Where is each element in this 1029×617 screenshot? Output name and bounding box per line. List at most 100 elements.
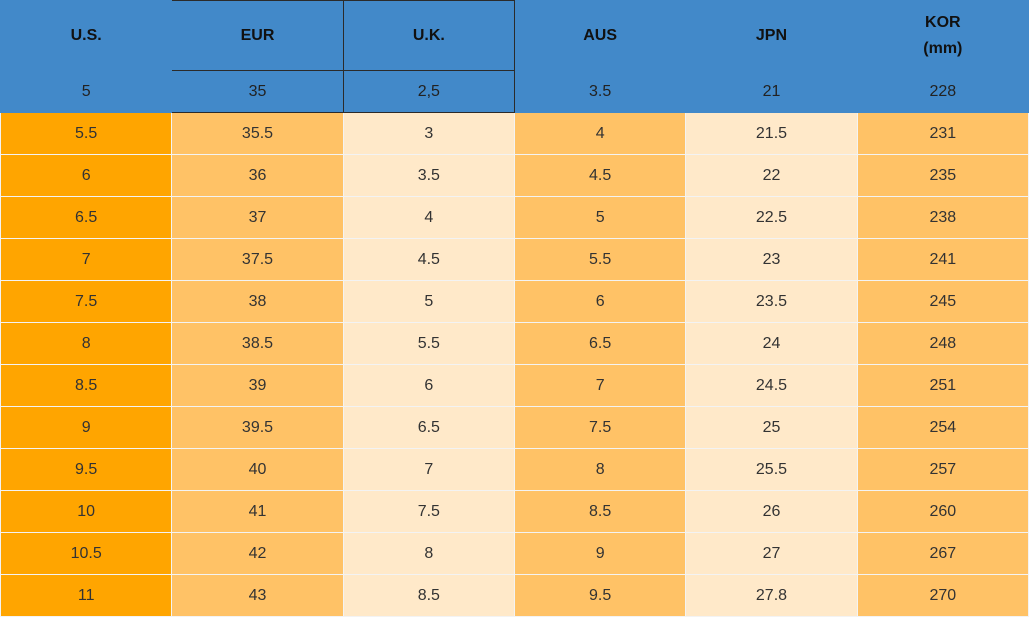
header-cell: EUR	[171, 0, 344, 71]
table-cell: 3.5	[342, 154, 515, 197]
table-cell: 9	[513, 532, 687, 575]
table-cell: 245	[856, 280, 1029, 323]
table-cell: 5.5	[513, 238, 687, 281]
table-cell: 7.5	[0, 280, 173, 323]
table-body: 5 35 2,5 3.5 21 228 5.5 35.5 3 4 21.5 231 6 36 3.5 4.5 2…	[0, 70, 1029, 617]
table-row: 11 43 8.5 9.5 27.8 270	[0, 574, 1029, 617]
table-row: 9.5 40 7 8 25.5 257	[0, 448, 1029, 491]
table-row: 6.5 37 4 5 22.5 238	[0, 196, 1029, 239]
table-row: 10.5 42 8 9 27 267	[0, 532, 1029, 575]
table-cell: 241	[856, 238, 1029, 281]
header-row: U.S. EUR U.K. AUS JPN KOR (mm)	[0, 0, 1029, 71]
table-cell: 37.5	[171, 238, 344, 281]
table-cell: 35	[171, 70, 344, 113]
table-cell: 231	[856, 112, 1029, 155]
table-cell: 22.5	[685, 196, 858, 239]
table-cell: 37	[171, 196, 344, 239]
table-cell: 27	[685, 532, 858, 575]
table-cell: 6	[342, 364, 515, 407]
table-cell: 6	[513, 280, 687, 323]
table-cell: 21	[685, 70, 858, 113]
header-cell: U.S.	[0, 0, 173, 71]
table-cell: 39	[171, 364, 344, 407]
table-cell: 27.8	[685, 574, 858, 617]
table-cell: 7.5	[342, 490, 515, 533]
table-cell: 4.5	[342, 238, 515, 281]
table-cell: 6.5	[513, 322, 687, 365]
table-cell: 3.5	[513, 70, 687, 113]
table-cell: 9.5	[0, 448, 173, 491]
table-header: U.S. EUR U.K. AUS JPN KOR (mm)	[0, 0, 1029, 71]
table-cell: 257	[856, 448, 1029, 491]
table-cell: 7.5	[513, 406, 687, 449]
table-cell: 4	[342, 196, 515, 239]
table-cell: 7	[513, 364, 687, 407]
table-cell: 10.5	[0, 532, 173, 575]
table-cell: 41	[171, 490, 344, 533]
table-cell: 6.5	[342, 406, 515, 449]
table-cell: 6	[0, 154, 173, 197]
table-row: 5 35 2,5 3.5 21 228	[0, 70, 1029, 113]
table-cell: 235	[856, 154, 1029, 197]
header-text: (mm)	[923, 39, 963, 57]
header-text: U.S.	[70, 26, 102, 44]
table-cell: 23	[685, 238, 858, 281]
header-cell: JPN	[685, 0, 858, 71]
table-row: 8.5 39 6 7 24.5 251	[0, 364, 1029, 407]
table-cell: 6.5	[0, 196, 173, 239]
table-cell: 40	[171, 448, 344, 491]
table-cell: 5	[342, 280, 515, 323]
table-row: 7.5 38 5 6 23.5 245	[0, 280, 1029, 323]
table-cell: 8.5	[0, 364, 173, 407]
table-cell: 7	[0, 238, 173, 281]
header-cell: AUS	[513, 0, 687, 71]
table-cell: 254	[856, 406, 1029, 449]
table-cell: 267	[856, 532, 1029, 575]
header-cell: U.K.	[342, 0, 515, 71]
header-text: KOR	[925, 13, 961, 31]
table-cell: 38.5	[171, 322, 344, 365]
table-cell: 22	[685, 154, 858, 197]
table-cell: 8.5	[513, 490, 687, 533]
header-text: JPN	[755, 26, 788, 44]
table-cell: 10	[0, 490, 173, 533]
table-cell: 9	[0, 406, 173, 449]
table-row: 5.5 35.5 3 4 21.5 231	[0, 112, 1029, 155]
table-cell: 43	[171, 574, 344, 617]
table-cell: 11	[0, 574, 173, 617]
table-cell: 5	[0, 70, 173, 113]
table-cell: 228	[856, 70, 1029, 113]
table-cell: 23.5	[685, 280, 858, 323]
table-cell: 25.5	[685, 448, 858, 491]
table-cell: 8	[342, 532, 515, 575]
table-cell: 270	[856, 574, 1029, 617]
table-cell: 8	[513, 448, 687, 491]
header-text: EUR	[240, 26, 275, 44]
header-text: AUS	[583, 26, 618, 44]
table-cell: 3	[342, 112, 515, 155]
table-cell: 24.5	[685, 364, 858, 407]
table-cell: 26	[685, 490, 858, 533]
table-cell: 42	[171, 532, 344, 575]
header-text: U.K.	[412, 26, 445, 44]
table-cell: 238	[856, 196, 1029, 239]
header-cell: KOR (mm)	[856, 0, 1029, 71]
table-row: 7 37.5 4.5 5.5 23 241	[0, 238, 1029, 281]
table-cell: 21.5	[685, 112, 858, 155]
table-cell: 36	[171, 154, 344, 197]
table-cell: 24	[685, 322, 858, 365]
table-cell: 35.5	[171, 112, 344, 155]
table-cell: 4	[513, 112, 687, 155]
table-cell: 8.5	[342, 574, 515, 617]
table-cell: 8	[0, 322, 173, 365]
table-row: 9 39.5 6.5 7.5 25 254	[0, 406, 1029, 449]
table-cell: 5	[513, 196, 687, 239]
table-cell: 7	[342, 448, 515, 491]
table-cell: 251	[856, 364, 1029, 407]
table-cell: 5.5	[0, 112, 173, 155]
table-cell: 25	[685, 406, 858, 449]
table-cell: 38	[171, 280, 344, 323]
table-cell: 39.5	[171, 406, 344, 449]
